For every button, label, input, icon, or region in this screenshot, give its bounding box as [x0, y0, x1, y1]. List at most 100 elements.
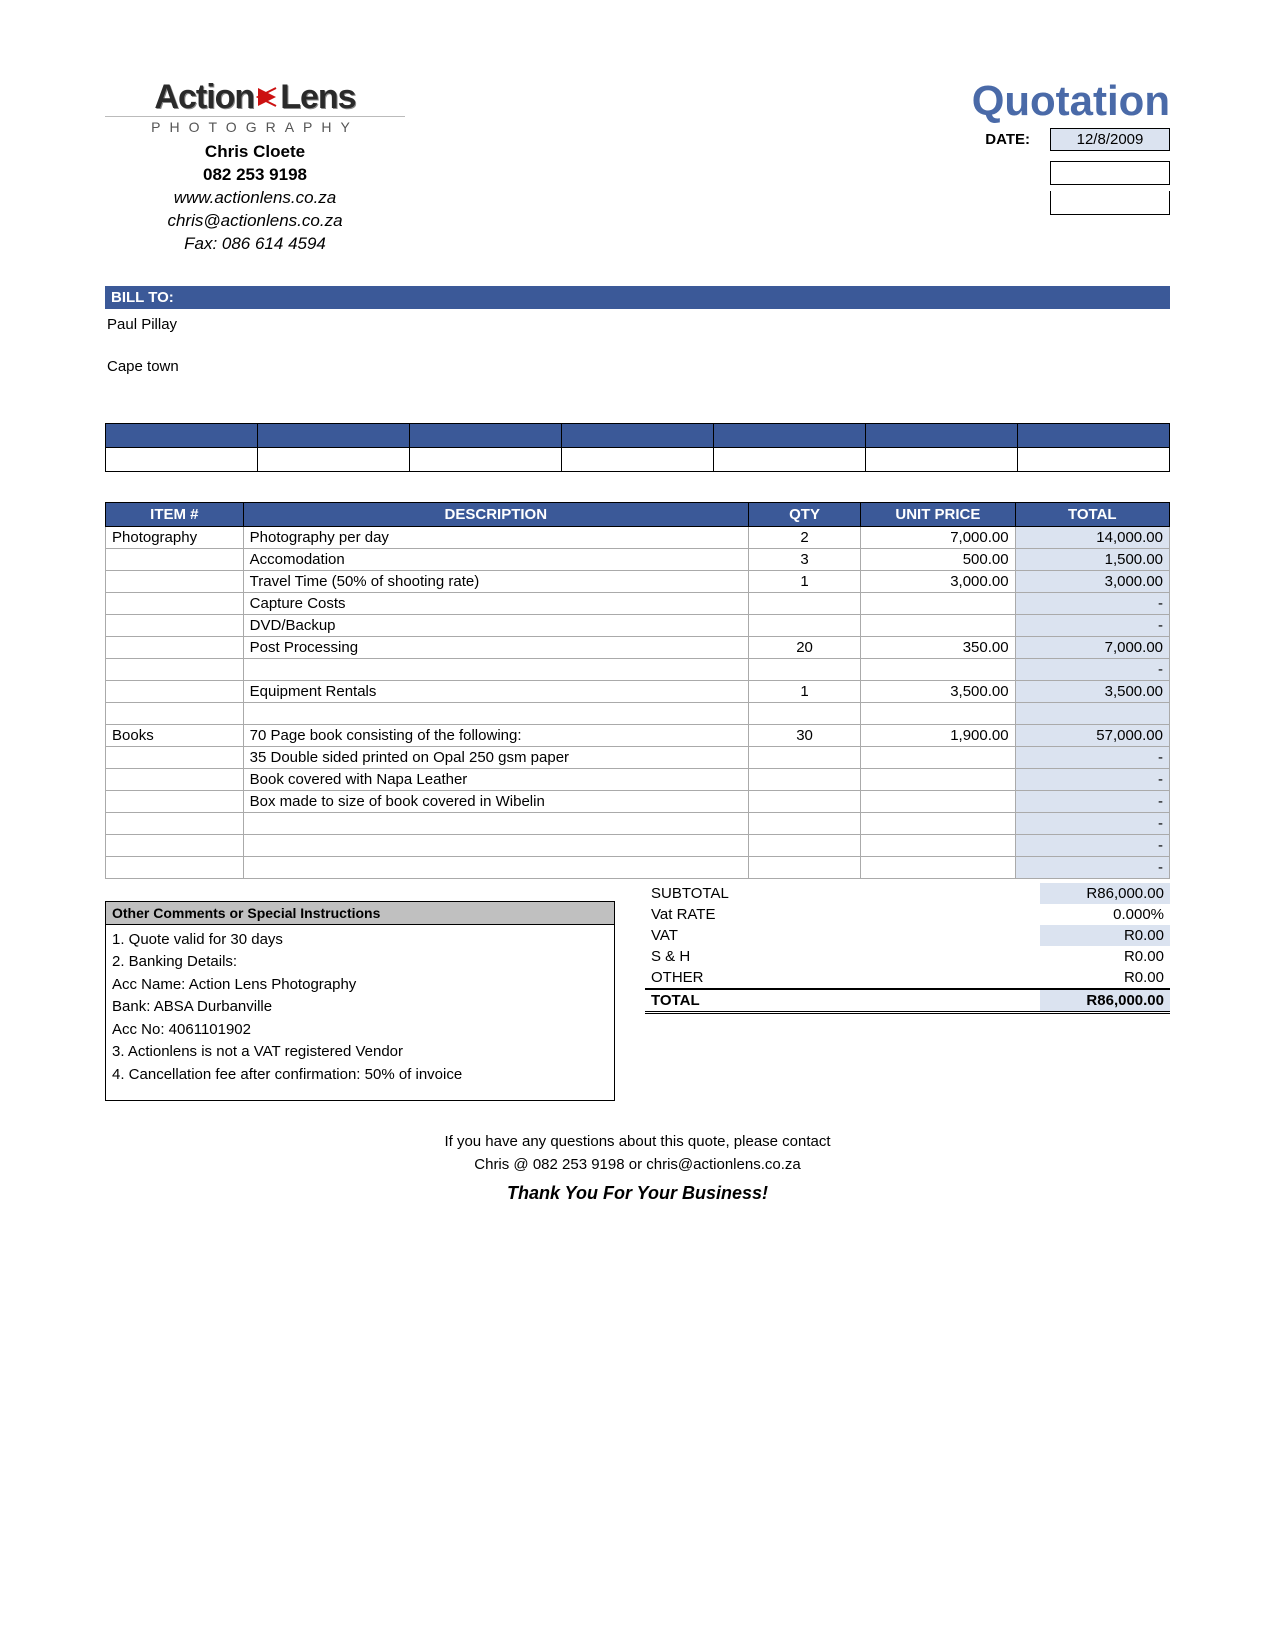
logo-line1: Action Lens	[105, 80, 405, 114]
cell-desc	[243, 856, 748, 878]
footer: If you have any questions about this quo…	[105, 1131, 1170, 1207]
cell-desc	[243, 812, 748, 834]
cell-desc	[243, 658, 748, 680]
cell-desc	[243, 702, 748, 724]
totals-table: SUBTOTALR86,000.00 Vat RATE0.000% VATR0.…	[645, 883, 1170, 1014]
col-total-header: TOTAL	[1015, 502, 1169, 526]
cell-qty: 20	[748, 636, 860, 658]
cell-total: 57,000.00	[1015, 724, 1169, 746]
empty-box-2	[1050, 191, 1170, 215]
cell-item: Books	[106, 724, 244, 746]
cell-qty	[748, 746, 860, 768]
cell-unit: 350.00	[861, 636, 1015, 658]
cell-item	[106, 768, 244, 790]
cell-item	[106, 636, 244, 658]
cell-qty	[748, 812, 860, 834]
other-value: R0.00	[1040, 967, 1170, 989]
cell-unit: 3,000.00	[861, 570, 1015, 592]
table-row: Capture Costs -	[106, 592, 1170, 614]
comment-line: 3. Actionlens is not a VAT registered Ve…	[112, 1041, 608, 1064]
cell-desc: Post Processing	[243, 636, 748, 658]
cell-unit	[861, 592, 1015, 614]
subtotal-label: SUBTOTAL	[645, 883, 1040, 904]
table-row: Post Processing20350.007,000.00	[106, 636, 1170, 658]
cell-total: -	[1015, 658, 1169, 680]
logo-subtitle: PHOTOGRAPHY	[105, 116, 405, 135]
empty-header-grid	[105, 423, 1170, 472]
cell-unit	[861, 790, 1015, 812]
cell-item	[106, 570, 244, 592]
bill-to-name: Paul Pillay	[107, 313, 1168, 337]
cell-desc: DVD/Backup	[243, 614, 748, 636]
comment-line: Acc Name: Action Lens Photography	[112, 974, 608, 997]
vatrate-value: 0.000%	[1040, 904, 1170, 925]
vat-value: R0.00	[1040, 925, 1170, 946]
cell-unit: 7,000.00	[861, 526, 1015, 548]
cell-total: -	[1015, 790, 1169, 812]
bill-to-addr1: Cape town	[107, 355, 1168, 379]
cell-desc: 35 Double sided printed on Opal 250 gsm …	[243, 746, 748, 768]
table-row: -	[106, 812, 1170, 834]
date-label: DATE:	[985, 131, 1030, 148]
cell-qty	[748, 768, 860, 790]
cell-qty	[748, 834, 860, 856]
cell-item	[106, 658, 244, 680]
vat-label: VAT	[645, 925, 1040, 946]
cell-qty	[748, 614, 860, 636]
cell-total: 3,000.00	[1015, 570, 1169, 592]
contact-fax: Fax: 086 614 4594	[105, 233, 405, 256]
cell-total: -	[1015, 856, 1169, 878]
cell-desc: Accomodation	[243, 548, 748, 570]
cell-item: Photography	[106, 526, 244, 548]
cell-item	[106, 702, 244, 724]
cell-qty	[748, 856, 860, 878]
table-row: -	[106, 856, 1170, 878]
cell-total: 3,500.00	[1015, 680, 1169, 702]
cell-unit	[861, 658, 1015, 680]
col-unit-header: UNIT PRICE	[861, 502, 1015, 526]
cell-item	[106, 680, 244, 702]
empty-box-1	[1050, 161, 1170, 185]
cell-item	[106, 834, 244, 856]
cell-item	[106, 812, 244, 834]
cell-desc: Capture Costs	[243, 592, 748, 614]
cell-desc: Photography per day	[243, 526, 748, 548]
cell-unit	[861, 768, 1015, 790]
table-row: -	[106, 834, 1170, 856]
table-row: Travel Time (50% of shooting rate)13,000…	[106, 570, 1170, 592]
other-label: OTHER	[645, 967, 1040, 989]
logo-divider-icon	[256, 86, 278, 108]
cell-unit: 1,900.00	[861, 724, 1015, 746]
table-row	[106, 702, 1170, 724]
cell-qty: 2	[748, 526, 860, 548]
logo-word2: Lens	[280, 80, 355, 114]
col-item-header: ITEM #	[106, 502, 244, 526]
cell-desc: Book covered with Napa Leather	[243, 768, 748, 790]
cell-unit	[861, 614, 1015, 636]
cell-unit	[861, 812, 1015, 834]
cell-unit: 500.00	[861, 548, 1015, 570]
cell-total: -	[1015, 592, 1169, 614]
cell-item	[106, 614, 244, 636]
cell-desc: Travel Time (50% of shooting rate)	[243, 570, 748, 592]
footer-line1: If you have any questions about this quo…	[105, 1131, 1170, 1154]
table-row: Box made to size of book covered in Wibe…	[106, 790, 1170, 812]
contact-email: chris@actionlens.co.za	[105, 210, 405, 233]
cell-qty	[748, 592, 860, 614]
comment-line: 2. Banking Details:	[112, 951, 608, 974]
table-row: Books70 Page book consisting of the foll…	[106, 724, 1170, 746]
cell-qty: 30	[748, 724, 860, 746]
cell-total: -	[1015, 834, 1169, 856]
table-row: Equipment Rentals13,500.003,500.00	[106, 680, 1170, 702]
cell-desc: Equipment Rentals	[243, 680, 748, 702]
cell-qty	[748, 790, 860, 812]
footer-thanks: Thank You For Your Business!	[105, 1180, 1170, 1207]
cell-qty: 3	[748, 548, 860, 570]
comment-line: 4. Cancellation fee after confirmation: …	[112, 1064, 608, 1087]
cell-total: -	[1015, 812, 1169, 834]
cell-desc	[243, 834, 748, 856]
cell-desc: 70 Page book consisting of the following…	[243, 724, 748, 746]
contact-name: Chris Cloete	[105, 141, 405, 164]
table-row: -	[106, 658, 1170, 680]
subtotal-value: R86,000.00	[1040, 883, 1170, 904]
